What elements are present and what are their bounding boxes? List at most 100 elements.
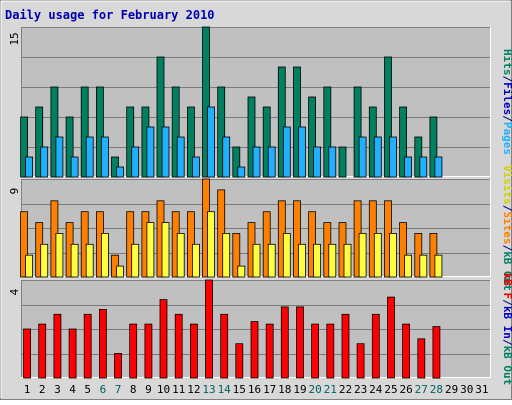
- axis-label-part: /: [501, 115, 512, 122]
- bar-visits-day-15: [237, 265, 246, 278]
- bar-hits-day-23: [353, 86, 362, 178]
- bar-hits-day-10: [156, 56, 165, 178]
- bar-kb-f-day-24: [371, 313, 380, 379]
- bar-kb-f-day-6: [99, 308, 107, 379]
- day-label-31: 31: [475, 383, 488, 396]
- bar-visits-day-1: [25, 254, 34, 278]
- bar-kb-f-day-27: [417, 338, 426, 379]
- bar-visits-day-12: [191, 243, 200, 278]
- bar-sites-day-1: [20, 211, 29, 278]
- panel-3-axis-label: kB F/kB In/kB Out: [501, 273, 512, 386]
- bar-sites-day-26: [399, 222, 408, 278]
- bar-hits-day-15: [232, 146, 241, 178]
- day-label-14: 14: [218, 383, 232, 396]
- day-label-5: 5: [84, 383, 91, 396]
- day-label-19: 19: [293, 383, 306, 396]
- bar-files-day-24: [373, 136, 382, 178]
- bar-visits-day-3: [55, 232, 64, 278]
- bar-kb-f-day-8: [129, 323, 138, 379]
- bar-kb-f-day-4: [68, 328, 77, 379]
- bar-kb-f-day-21: [326, 323, 335, 379]
- bar-visits-day-18: [282, 232, 291, 278]
- bar-kb-f-day-7: [114, 353, 122, 379]
- bar-hits-day-11: [171, 86, 180, 178]
- bar-visits-day-16: [252, 243, 261, 278]
- bar-files-day-2: [40, 146, 49, 178]
- axis-label-part: /: [501, 205, 512, 212]
- bar-files-day-6: [101, 136, 109, 178]
- day-label-18: 18: [278, 383, 291, 396]
- day-label-30: 30: [460, 383, 473, 396]
- bar-sites-day-19: [293, 200, 301, 278]
- axis-label-part: /: [501, 76, 512, 83]
- bar-files-day-5: [85, 136, 94, 178]
- bar-visits-day-9: [146, 222, 155, 278]
- axis-label-part: Files: [501, 82, 512, 115]
- bar-hits-day-6: [96, 86, 104, 178]
- bar-visits-day-20: [313, 243, 322, 278]
- bar-files-day-1: [25, 156, 34, 178]
- day-label-2: 2: [39, 383, 46, 396]
- bar-files-day-9: [146, 126, 155, 178]
- bar-files-day-19: [298, 126, 306, 178]
- axis-label-part: /: [501, 245, 512, 252]
- bar-hits-day-8: [126, 106, 135, 178]
- day-label-16: 16: [248, 383, 261, 396]
- axis-label-part: Pages: [501, 122, 512, 155]
- bar-kb-f-day-28: [432, 326, 441, 379]
- day-label-8: 8: [130, 383, 137, 396]
- bar-hits-day-28: [429, 116, 438, 178]
- bar-files-day-25: [389, 136, 397, 178]
- bar-files-day-27: [419, 156, 428, 178]
- day-label-10: 10: [157, 383, 170, 396]
- bar-visits-day-25: [389, 232, 397, 278]
- panel-1-max-label: 15: [8, 32, 21, 45]
- bar-kb-f-day-25: [387, 296, 395, 379]
- day-label-9: 9: [145, 383, 152, 396]
- bar-kb-f-day-1: [23, 328, 32, 379]
- bar-hits-day-21: [323, 86, 332, 178]
- bar-kb-f-day-17: [265, 323, 274, 379]
- day-label-17: 17: [263, 383, 276, 396]
- bar-kb-f-day-5: [83, 313, 92, 379]
- bar-kb-f-day-23: [356, 343, 365, 379]
- bar-visits-day-6: [101, 232, 109, 278]
- bar-visits-day-7: [116, 265, 124, 278]
- bar-hits-day-19: [293, 66, 301, 178]
- bar-visits-day-28: [434, 254, 443, 278]
- bar-hits-day-5: [80, 86, 89, 178]
- day-label-22: 22: [339, 383, 352, 396]
- bar-hits-day-25: [384, 56, 392, 178]
- bar-files-day-18: [282, 126, 291, 178]
- bar-visits-day-17: [267, 243, 276, 278]
- axis-label-part: kB In: [501, 306, 512, 339]
- bar-kb-f-day-15: [235, 343, 244, 379]
- day-label-7: 7: [115, 383, 122, 396]
- axis-label-part: kB F: [501, 273, 512, 300]
- day-label-6: 6: [100, 383, 107, 396]
- bar-kb-f-day-2: [38, 323, 47, 379]
- day-label-11: 11: [172, 383, 185, 396]
- bar-visits-day-22: [343, 243, 352, 278]
- axis-label-part: kB Out: [501, 251, 512, 291]
- bar-kb-f-day-26: [402, 323, 411, 379]
- bar-kb-f-day-20: [311, 323, 320, 379]
- bar-hits-day-18: [277, 66, 286, 178]
- bar-files-day-10: [161, 126, 170, 178]
- bar-files-day-11: [176, 136, 185, 178]
- bar-files-day-4: [70, 156, 79, 178]
- bar-visits-day-14: [222, 232, 231, 278]
- panel-1-axis-label: Hits/Files/Pages: [501, 49, 512, 155]
- panel-3-max-label: 4: [8, 288, 21, 295]
- bar-sites-day-15: [232, 232, 241, 278]
- bar-hits-day-22: [338, 146, 347, 178]
- axis-label-part: kB Out: [501, 346, 512, 386]
- bar-visits-day-8: [131, 243, 140, 278]
- bar-visits-day-10: [161, 222, 170, 278]
- day-label-15: 15: [233, 383, 246, 396]
- bar-files-day-3: [55, 136, 64, 178]
- day-label-28: 28: [430, 383, 443, 396]
- day-label-3: 3: [54, 383, 61, 396]
- bar-files-day-13: [207, 106, 215, 178]
